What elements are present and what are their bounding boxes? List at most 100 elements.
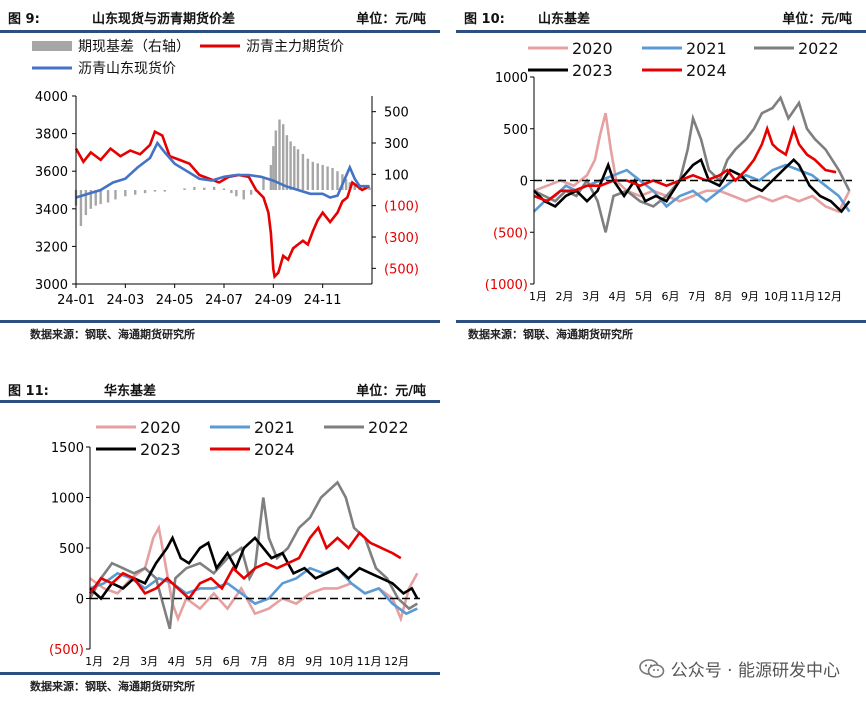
y-tick-label: 1500 (51, 441, 84, 456)
chart-shandong-basis: 2020 2021 2022 2023 2024 (1000) (500) 0 500 1000 1… (485, 39, 852, 303)
x-tick-label: 8月 (278, 655, 296, 668)
y-tick-label: (1000) (485, 278, 528, 293)
basis-bar (269, 164, 273, 190)
x-tick-label: 3月 (582, 290, 600, 303)
series-line-2023 (533, 157, 851, 214)
panel-title-bar: 图 9: 山东现货与沥青期货价差 单位：元/吨 (0, 0, 440, 28)
basis-bar (79, 190, 83, 227)
legend-label: 2022 (798, 39, 839, 58)
x-tick-label: 12月 (384, 655, 409, 668)
basis-bar (262, 177, 265, 190)
basis-bar (143, 190, 147, 194)
legend-label: 2024 (686, 61, 727, 80)
y-tick-label: 3200 (35, 240, 68, 255)
x-tick-label: 10月 (329, 655, 354, 668)
x-tick-label: 2月 (113, 655, 131, 668)
x-tick-label: 9月 (305, 655, 323, 668)
series-line-2024 (533, 124, 837, 203)
panel-shandong-basis: 图 10: 山东基差 单位：元/吨 2020 2021 2022 2023 2024 (1… (456, 0, 866, 342)
basis-bar (89, 190, 92, 209)
basis-bar (311, 161, 314, 190)
x-tick-label: 5月 (195, 655, 213, 668)
basis-bar (183, 188, 186, 190)
legend-label: 2024 (254, 440, 295, 459)
series-line-2022 (88, 480, 418, 630)
basis-bar (106, 190, 110, 203)
figure-title: 山东现货与沥青期货价差 (92, 12, 236, 27)
basis-bar (235, 190, 238, 197)
legend-label: 2021 (686, 39, 727, 58)
panel-east-china-basis: 图 11: 华东基差 单位：元/吨 2020 2021 2022 2023 2024 (5… (0, 372, 440, 706)
basis-bar (331, 168, 334, 190)
series-line-2024 (88, 525, 402, 601)
source-note: 数据来源：钢联、海通期货研究所 (30, 680, 195, 693)
x-tick-label: 4月 (168, 655, 186, 668)
legend-swatch (32, 41, 72, 51)
series-line-2023 (89, 534, 419, 601)
basis-bar (249, 190, 253, 195)
y-tick-label: 0 (520, 175, 528, 190)
y2-tick-label: (300) (384, 231, 419, 246)
basis-bar (193, 186, 196, 190)
y-tick-label: 0 (76, 593, 84, 608)
title-rule (456, 30, 866, 33)
figure-number: 图 11: (8, 384, 49, 399)
basis-bar (326, 166, 329, 190)
bottom-rule (456, 320, 866, 323)
basis-bar (336, 171, 339, 190)
figure-title: 山东基差 (538, 12, 591, 27)
x-tick-label: 5月 (635, 290, 653, 303)
x-tick-label: 24-11 (304, 293, 342, 308)
legend-label: 沥青主力期货价 (246, 38, 344, 55)
legend-label: 2023 (572, 61, 613, 80)
x-tick-label: 24-01 (57, 293, 95, 308)
y-tick-label: (500) (493, 226, 528, 241)
y-tick-label: 4000 (35, 90, 68, 105)
y-tick-label: 1000 (495, 71, 528, 86)
watermark-text: 公众号 · 能源研发中心 (670, 661, 840, 681)
legend-label: 沥青山东现货价 (78, 60, 176, 77)
legend-label: 2021 (254, 418, 295, 437)
series-line-1 (74, 129, 371, 280)
y2-tick-label: (100) (384, 200, 419, 215)
y-tick-label: 3000 (35, 278, 68, 293)
series-line-2 (75, 140, 370, 199)
x-tick-label: 24-07 (205, 293, 243, 308)
y-tick-label: 500 (59, 542, 84, 557)
x-tick-label: 3月 (140, 655, 158, 668)
basis-bar (222, 188, 226, 190)
panel-title-bar: 图 10: 山东基差 单位：元/吨 (456, 0, 866, 28)
x-tick-label: 6月 (223, 655, 241, 668)
basis-bar (282, 124, 285, 190)
figure-title: 华东基差 (104, 384, 157, 399)
wechat-icon (638, 658, 665, 678)
legend-label: 2020 (140, 418, 181, 437)
x-tick-label: 1月 (85, 655, 103, 668)
basis-bar (114, 190, 117, 200)
y2-tick-label: 100 (384, 168, 409, 183)
figure-unit: 单位：元/吨 (782, 12, 852, 27)
basis-bar (316, 163, 319, 190)
y2-tick-label: 500 (384, 106, 409, 121)
basis-bar (301, 153, 305, 190)
x-tick-label: 11月 (357, 655, 382, 668)
x-tick-label: 6月 (661, 290, 679, 303)
title-rule (0, 30, 440, 33)
series-line-2022 (533, 95, 851, 233)
y-tick-label: 3800 (35, 128, 68, 143)
basis-bar (203, 187, 206, 190)
basis-bar (344, 179, 348, 190)
y-tick-label: 3400 (35, 203, 68, 218)
source-note: 数据来源：钢联、海通期货研究所 (30, 328, 195, 341)
bottom-rule (0, 320, 440, 323)
basis-bar (274, 130, 277, 190)
basis-bar (272, 146, 275, 190)
figure-number: 图 10: (464, 12, 505, 27)
basis-bar (285, 135, 289, 190)
y2-tick-label: (500) (384, 262, 419, 277)
basis-bar (124, 190, 127, 197)
legend-label: 2020 (572, 39, 613, 58)
x-tick-label: 24-09 (254, 293, 292, 308)
x-tick-label: 7月 (250, 655, 268, 668)
